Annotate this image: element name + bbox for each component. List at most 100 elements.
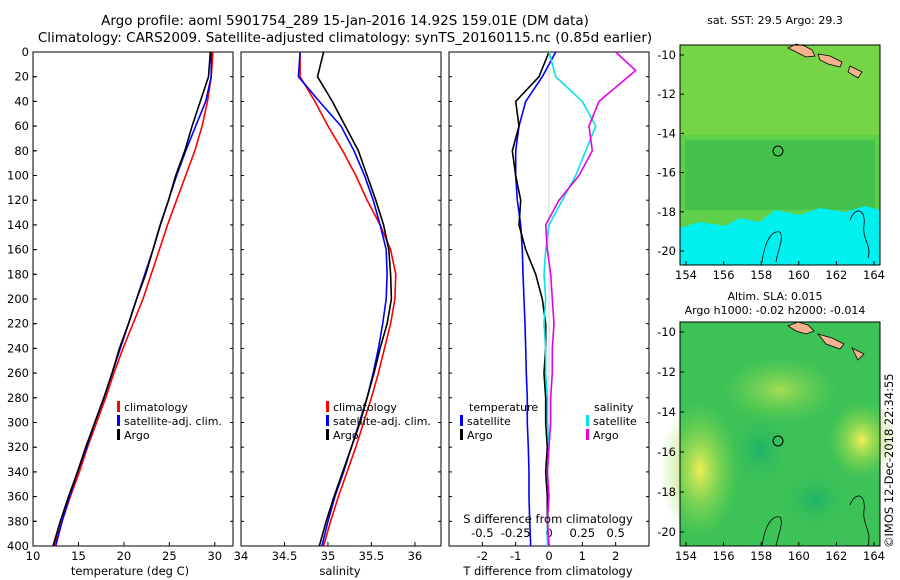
depth-tick-label: 140 [7, 218, 29, 232]
sla-map-title: Altim. SLA: 0.015 [727, 290, 822, 303]
lon-tick-label: 156 [713, 549, 735, 563]
legend-s-satellite: satellite [593, 415, 637, 428]
legend-swatch-argo [117, 429, 120, 440]
argo-location-marker [772, 145, 784, 157]
lon-tick-label: 160 [788, 549, 810, 563]
sla-map-axes: -10 -12 -14 -16 -18 -20 154 156 158 160 162 164 [657, 325, 885, 563]
s-diff-tick-label: 0.5 [607, 526, 625, 540]
sst-map-axes: -10 -12 -14 -16 -18 -20 154 156 158 160 162 164 [657, 48, 885, 282]
lon-tick-label: 158 [750, 549, 772, 563]
depth-tick-label: 40 [14, 94, 29, 108]
depth-tick-label: 380 [7, 514, 29, 528]
x-tick-label: 15 [71, 549, 86, 563]
legend-temperature-title: temperature [469, 401, 538, 414]
temperature-panel-frame [32, 51, 234, 547]
island-shape [816, 333, 845, 350]
sst-map [679, 43, 881, 266]
lat-tick-label: -14 [657, 405, 676, 419]
x-tick-label: 2 [612, 549, 619, 563]
temperature-legend: climatology satellite-adj. clim. Argo [117, 401, 222, 442]
depth-tick-label: 360 [7, 490, 29, 504]
legend-swatch-s-argo [586, 429, 589, 440]
depth-tick-label: 340 [7, 465, 29, 479]
temperature-plot: 10 15 20 25 30 [26, 51, 233, 563]
legend-swatch-s-satellite [586, 415, 589, 426]
lon-tick-label: 158 [750, 268, 772, 282]
legend-s-argo: Argo [593, 429, 619, 442]
island-shape [787, 43, 816, 58]
lon-tick-label: 162 [825, 268, 847, 282]
legend-argo: Argo [124, 429, 150, 442]
x-tick-label: 35 [321, 549, 336, 563]
depth-tick-label: 220 [7, 317, 29, 331]
x-tick-label: 25 [162, 549, 177, 563]
lat-tick-label: -10 [657, 325, 676, 339]
legend-satellite: satellite-adj. clim. [124, 415, 222, 428]
legend-t-satellite: satellite [467, 415, 511, 428]
sla-negative-anomaly [780, 470, 850, 530]
legend-swatch-t-argo [460, 429, 463, 440]
x-tick-label: 1 [579, 549, 586, 563]
legend-argo: Argo [333, 429, 359, 442]
salinity-xlabel: salinity [319, 564, 360, 578]
depth-tick-label: 0 [22, 45, 29, 59]
sst-map-title: sat. SST: 29.5 Argo: 29.3 [707, 14, 843, 27]
depth-tick-label: 280 [7, 391, 29, 405]
series-line-climatology [53, 51, 214, 547]
series-line-climatology [299, 52, 397, 547]
lon-tick-label: 154 [675, 549, 697, 563]
temperature-xlabel: temperature (deg C) [71, 564, 189, 578]
lon-tick-label: 164 [863, 549, 885, 563]
figure-title-line2: Climatology: CARS2009. Satellite-adjuste… [38, 30, 652, 46]
difference-plot: -2 -1 0 1 2-0.5 -0.25 0 0.25 0.5 [449, 51, 649, 563]
sla-positive-anomaly [720, 355, 840, 425]
lat-tick-label: -14 [657, 126, 676, 140]
legend-swatch-satellite [117, 415, 120, 426]
lat-tick-label: -10 [657, 48, 676, 62]
lat-tick-label: -12 [657, 365, 676, 379]
depth-tick-label: 400 [7, 539, 29, 553]
island-shape [851, 347, 865, 361]
legend-swatch-climatology [117, 401, 120, 412]
sla-positive-anomaly [660, 400, 740, 540]
s-difference-xlabel: S difference from climatology [463, 512, 633, 526]
x-tick-label: 35.5 [359, 549, 385, 563]
x-tick-label: -2 [477, 549, 488, 563]
x-tick-label: 0 [545, 549, 552, 563]
depth-tick-label: 300 [7, 416, 29, 430]
depth-tick-label: 20 [14, 70, 29, 84]
s-diff-tick-label: -0.25 [501, 526, 531, 540]
sla-map-frame [679, 321, 881, 547]
legend-swatch-satellite [326, 415, 329, 426]
legend-swatch-argo [326, 429, 329, 440]
depth-tick-label: 240 [7, 341, 29, 355]
imos-timestamp: ©IMOS 12-Dec-2018 22:34:55 [882, 373, 896, 548]
t-difference-xlabel: T difference from climatology [462, 564, 633, 578]
lat-tick-label: -20 [657, 525, 676, 539]
x-tick-label: 30 [207, 549, 222, 563]
x-tick-label: 34.5 [272, 549, 298, 563]
lon-tick-label: 162 [825, 549, 847, 563]
lon-tick-label: 160 [788, 268, 810, 282]
legend-climatology: climatology [333, 401, 397, 414]
series-line-t-argo [511, 51, 550, 547]
argo-location-marker [772, 435, 784, 447]
bathymetry-contour [761, 516, 782, 547]
depth-tick-label: 160 [7, 243, 29, 257]
sst-map-frame [679, 44, 881, 266]
depth-tick-label: 180 [7, 267, 29, 281]
sla-negative-anomaly [730, 410, 790, 490]
lat-tick-label: -16 [657, 166, 676, 180]
legend-salinity-title: salinity [594, 401, 634, 414]
bathymetry-contour [849, 495, 870, 547]
salinity-plot: 34 34.5 35 35.5 36 [234, 51, 441, 563]
series-line-argo [52, 51, 212, 547]
depth-tick-label: 60 [14, 119, 29, 133]
depth-tick-label: 120 [7, 193, 29, 207]
lon-tick-label: 164 [863, 268, 885, 282]
series-line-t-satellite [514, 51, 557, 547]
legend-satellite: satellite-adj. clim. [333, 415, 431, 428]
x-tick-label: 20 [117, 549, 132, 563]
